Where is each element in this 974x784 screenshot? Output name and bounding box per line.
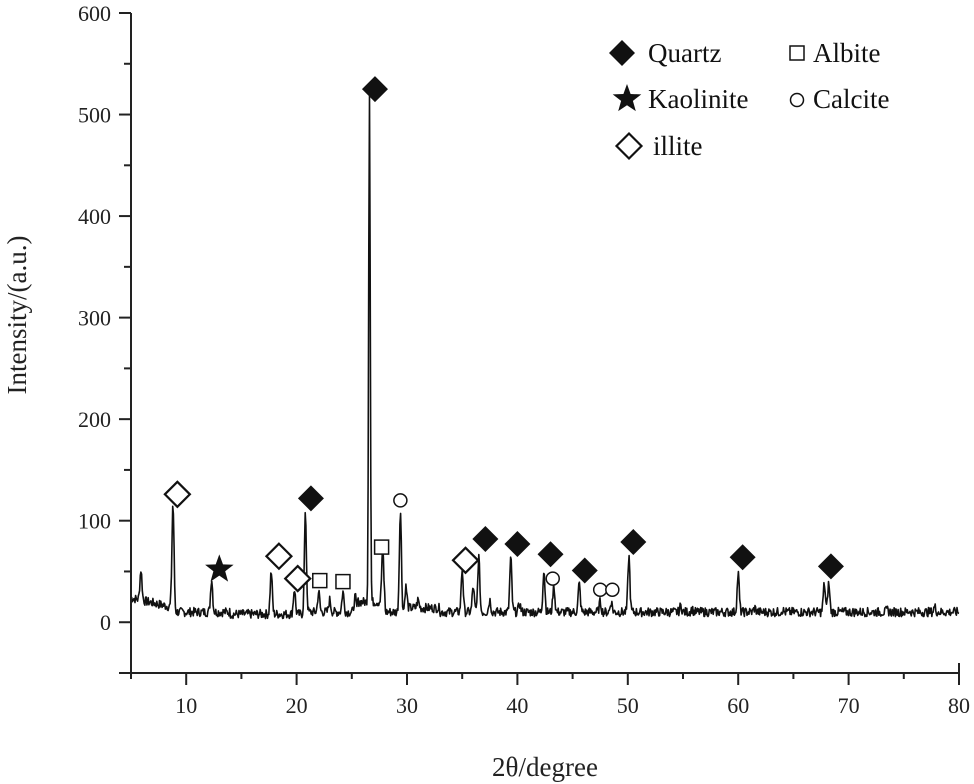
x-tick-label: 80 [948,693,970,718]
illite-diamond-icon [451,546,480,575]
quartz-diamond-icon [504,531,531,558]
illite-diamond-icon [283,564,312,593]
legend-label: Albite [813,38,881,68]
x-tick-label: 50 [617,693,639,718]
quartz-diamond-icon [361,76,388,103]
calcite-circle-icon [545,571,560,586]
x-tick-label: 30 [396,693,418,718]
y-tick-label: 600 [78,1,111,26]
quartz-diamond-icon [620,529,647,556]
kaolinite-star-icon [205,554,234,582]
y-axis-title: Intensity/(a.u.) [2,236,32,395]
legend-item-illite: illite [614,131,703,161]
albite-square-icon [335,573,351,590]
quartz-diamond-icon [817,553,844,580]
legend-label: Calcite [813,84,889,114]
x-tick-label: 20 [286,693,308,718]
illite-diamond-icon [163,480,192,509]
legend-label: illite [653,131,703,161]
albite-square-icon [373,539,390,555]
legend-item-albite: Albite [789,38,881,68]
legend-label: Kaolinite [648,84,748,114]
quartz-diamond-icon [609,40,635,66]
calcite-circle-icon [592,582,608,597]
y-tick-label: 300 [78,306,111,331]
xrd-pattern-line [130,95,960,620]
y-tick-label: 0 [100,610,111,635]
y-tick-label: 100 [78,509,111,534]
legend-label: Quartz [648,38,721,68]
xrd-curve [130,95,960,620]
quartz-diamond-icon [297,485,324,512]
y-tick-label: 500 [78,103,111,128]
albite-square-icon [789,45,805,61]
quartz-diamond-icon [571,557,598,584]
albite-square-icon [312,572,328,589]
illite-diamond-icon [614,131,644,161]
legend-item-kaolinite: Kaolinite [612,84,748,114]
calcite-circle-icon [605,582,620,597]
legend-item-quartz: Quartz [609,38,721,68]
legend-item-calcite: Calcite [789,84,889,114]
illite-diamond-icon [264,542,293,571]
x-tick-label: 70 [838,693,860,718]
quartz-diamond-icon [537,541,564,568]
x-tick-label: 60 [727,693,749,718]
quartz-diamond-icon [472,525,499,552]
x-axis-title: 2θ/degree [492,752,598,782]
y-tick-label: 200 [78,407,111,432]
x-tick-label: 40 [506,693,528,718]
x-tick-label: 10 [175,693,197,718]
axes: 0 100 200 300 400 500 600 10 20 30 40 50 60 70 80 [78,1,970,718]
phase-markers [163,76,844,597]
y-tick-label: 400 [78,204,111,229]
calcite-circle-icon [393,493,408,508]
calcite-circle-icon [789,92,805,108]
legend: Quartz Albite Kaolinite Calcite illite [609,38,889,161]
kaolinite-star-icon [612,84,642,112]
quartz-diamond-icon [729,544,756,571]
